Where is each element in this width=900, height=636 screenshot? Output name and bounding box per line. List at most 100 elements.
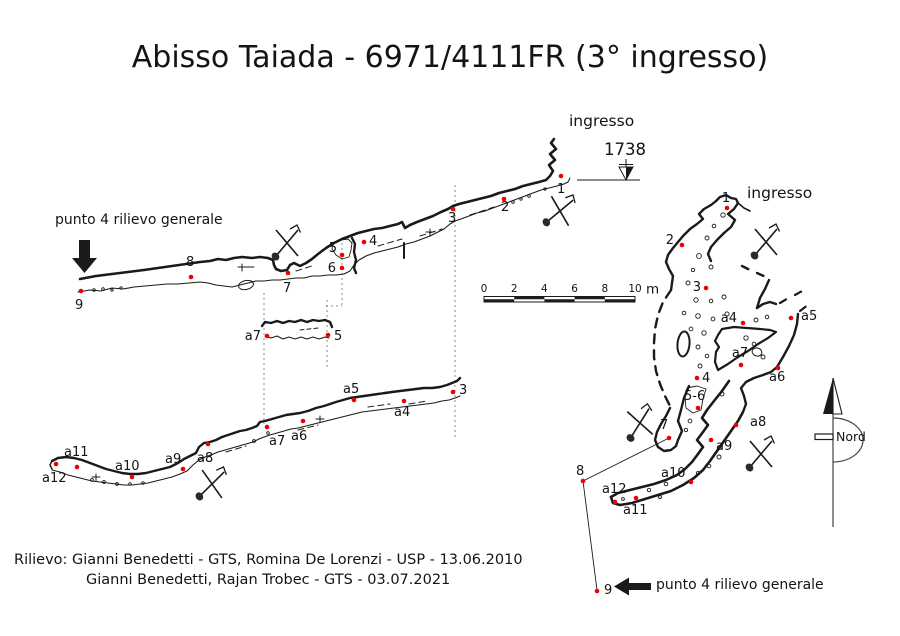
pick-shovel-icon: [626, 402, 654, 442]
north-circle: [832, 417, 864, 463]
rock-pebble: [690, 267, 696, 273]
rock-pebble: [704, 235, 710, 241]
profile-lower-floor: [51, 395, 461, 486]
station-dot-profile-lower-3: [450, 389, 456, 395]
station-label-profile-upper-8: 8: [186, 255, 194, 270]
pick-shovel-part: [289, 224, 302, 233]
pick-shovel-part: [626, 434, 635, 442]
rock-pebble: [743, 335, 749, 341]
pick-shovel-part: [275, 229, 299, 257]
station-dot-profile-lower-a6: [300, 418, 306, 424]
section-ceiling: [260, 318, 334, 329]
station-label-profile-lower-a12: a12: [42, 471, 67, 486]
section-floor: [264, 335, 330, 340]
station-dot-plan-a9: [708, 437, 714, 443]
station-label-plan-9: 9: [604, 583, 612, 598]
pick-shovel-part: [215, 466, 227, 475]
station-dot-plan-9: [594, 588, 600, 594]
pick-shovel-part: [768, 223, 781, 232]
elevation-marker-triangle-fill: [626, 167, 633, 180]
station-dot-profile-upper-3: [450, 206, 456, 212]
reference-point-note-top: punto 4 rilievo generale: [55, 212, 223, 228]
pick-shovel-part: [565, 194, 576, 204]
north-arrow-head-outline: [832, 377, 843, 415]
rock-pebble: [266, 431, 270, 435]
station-dot-plan-a6: [775, 365, 781, 371]
station-dot-profile-upper-6: [339, 265, 345, 271]
pick-shovel-part: [542, 218, 551, 227]
station-label-plan-a9: a9: [716, 439, 732, 454]
station-label-plan-a4: a4: [721, 311, 737, 326]
rock-pebble: [688, 326, 694, 332]
rock-pebble: [101, 287, 105, 291]
station-label-plan-a8: a8: [750, 415, 766, 430]
station-dot-profile-upper-7: [285, 270, 291, 276]
scale-bar-segment: [604, 299, 635, 302]
rock-pebble: [760, 354, 766, 360]
rock-pebble: [695, 313, 701, 319]
station-dot-profile-lower-a12: [53, 461, 59, 467]
rock-pebble: [697, 363, 703, 369]
rock-pebble: [90, 478, 94, 482]
rock-pebble: [708, 298, 714, 304]
rock-pebble: [683, 427, 689, 433]
profile-lower-ceiling: [50, 376, 462, 476]
rock-pebble: [724, 311, 730, 317]
station-label-plan-a10: a10: [661, 466, 686, 481]
profile-floor-end: [567, 177, 571, 183]
rock-pebble: [685, 280, 691, 286]
rock-pebble: [753, 317, 759, 323]
scale-unit-label: m: [646, 282, 659, 298]
station-dot-cross-section-5: [325, 332, 331, 338]
station-dot-plan-a5: [788, 315, 794, 321]
rock-pebble: [701, 330, 707, 336]
survey-line: [582, 437, 670, 482]
station-label-profile-upper-4: 4: [369, 234, 377, 249]
station-label-profile-upper-6: 6: [328, 261, 336, 276]
rock-pebble: [681, 310, 687, 316]
plan-a5-dash: [798, 302, 811, 313]
scale-tick-label: 8: [601, 283, 608, 295]
station-dot-plan-1: [724, 205, 730, 211]
survey-credit-line2: Gianni Benedetti, Rajan Trobec - GTS - 0…: [86, 572, 451, 588]
plan-boulder-triangle: [713, 325, 778, 372]
reference-arrow-down: [72, 240, 97, 273]
reference-arrow-left: [614, 577, 651, 596]
pick-shovel-part: [271, 252, 280, 261]
rock-pebble: [721, 294, 727, 300]
profile-upper-pocket: [331, 238, 353, 260]
plan-chamber-bottom-right: [739, 365, 779, 414]
scale-bar-segment: [574, 296, 605, 300]
station-label-profile-upper-9: 9: [75, 298, 83, 313]
rock-pebble: [693, 297, 699, 303]
station-label-plan-a11: a11: [623, 503, 648, 518]
rock-pebble: [695, 470, 701, 476]
station-label-plan-2: 2: [666, 233, 674, 248]
rock-pebble: [128, 482, 132, 486]
station-dot-profile-upper-8: [188, 274, 194, 280]
station-label-plan-a12: a12: [602, 482, 627, 497]
station-dot-profile-upper-1: [558, 173, 564, 179]
plan-a5-dash: [793, 288, 806, 297]
pick-shovel-part: [550, 195, 570, 227]
scale-tick-label: 6: [571, 283, 578, 295]
pick-shovel-part: [750, 251, 759, 260]
pick-shovel-icon: [542, 194, 576, 227]
rock-pebble: [646, 487, 652, 493]
scale-tick-label: 4: [541, 283, 548, 295]
slope-line: [469, 206, 495, 216]
plan-wall-east-entry: [706, 201, 740, 263]
plan-a5-arm-east: [775, 312, 800, 369]
station-label-profile-lower-a8: a8: [197, 451, 213, 466]
survey-line: [582, 480, 598, 591]
station-dot-profile-lower-a10: [129, 474, 135, 480]
plan-passage7-east: [674, 384, 691, 448]
scale-tick-label: 2: [511, 283, 518, 295]
pick-shovel-icon: [745, 435, 776, 472]
pick-shovel-icon: [271, 224, 302, 261]
page-title: Abisso Taiada - 6971/4111FR (3° ingresso…: [131, 40, 769, 75]
station-dot-profile-lower-a7: [264, 424, 270, 430]
rock-pebble: [102, 480, 106, 484]
station-label-profile-lower-a7: a7: [269, 434, 285, 449]
station-dot-profile-lower-a11: [74, 464, 80, 470]
